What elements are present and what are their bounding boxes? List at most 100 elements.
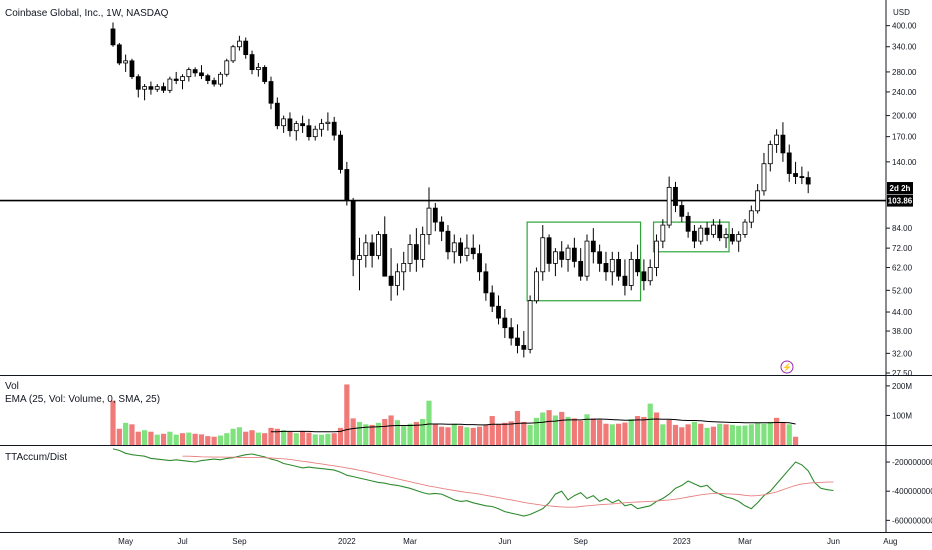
price-tick-label: 38.00 [892, 327, 913, 336]
volume-bar [483, 424, 489, 445]
candle-body [344, 169, 350, 201]
volume-bar [698, 423, 704, 445]
volume-bar [458, 425, 464, 445]
candle-body [679, 205, 685, 217]
volume-bar [142, 430, 148, 445]
volume-bar [432, 424, 438, 445]
volume-bar [755, 422, 761, 445]
candle-body [755, 190, 761, 212]
volume-bar [464, 427, 470, 445]
candle-body [496, 305, 501, 319]
candle-body [451, 242, 457, 253]
candle-body [274, 102, 280, 127]
volume-bar [666, 419, 672, 445]
volume-bar [736, 425, 742, 445]
volume-bar [502, 422, 508, 445]
candle-body [553, 251, 558, 264]
volume-bar [123, 422, 129, 445]
lightning-glyph: ⚡ [782, 362, 792, 372]
volume-bar [388, 415, 394, 445]
candle-body [464, 247, 470, 256]
volume-bar [154, 434, 160, 445]
volume-bar [407, 423, 413, 445]
candle-body [148, 86, 154, 90]
consolidation-box-2[interactable] [652, 221, 730, 253]
volume-bar [489, 416, 495, 445]
volume-bar [521, 421, 527, 445]
candle-body [243, 40, 249, 56]
accum-tick-label: -200000000.00 [892, 458, 932, 467]
volume-bar [243, 431, 249, 445]
volume-bar [249, 430, 255, 445]
volume-bar [552, 415, 558, 445]
accum-pane-title: TTAccum/Dist [5, 452, 68, 463]
candle-body [236, 40, 242, 48]
volume-bar [679, 427, 685, 445]
volume-bar [287, 431, 293, 445]
volume-bar [205, 436, 211, 445]
candle-body [647, 267, 653, 282]
volume-bar [344, 384, 350, 445]
level-flag-label: 103.86 [888, 197, 913, 206]
accum-dist-line [112, 448, 834, 517]
candle-body [534, 271, 539, 302]
volume-bar [774, 417, 780, 445]
volume-bar [281, 430, 287, 445]
candle-body [281, 118, 287, 127]
accum-tick-label: -600000000.00 [892, 516, 932, 525]
volume-bar [717, 423, 723, 445]
volume-bar [135, 431, 141, 445]
volume-bar [224, 433, 230, 445]
volume-bar [401, 425, 407, 445]
price-tick-label: 44.00 [892, 308, 913, 317]
price-tick-label: 27.50 [892, 369, 913, 378]
candle-body [331, 121, 337, 136]
candle-body [382, 234, 388, 277]
volume-bar [192, 433, 198, 445]
candle-body [736, 234, 742, 242]
candle-body [211, 80, 217, 85]
candle-body [698, 227, 704, 242]
volume-bar [761, 423, 767, 445]
volume-bar [578, 420, 584, 445]
price-tick-label: 52.00 [892, 286, 913, 295]
candle-body [729, 234, 735, 242]
candle-body [590, 240, 596, 253]
candle-body [546, 237, 552, 264]
volume-bar [742, 425, 748, 445]
volume-bar [653, 412, 660, 445]
volume-bar [160, 433, 167, 445]
volume-bar [565, 416, 571, 445]
candle-body [154, 86, 160, 90]
currency-label[interactable]: USD [893, 8, 910, 17]
volume-bar [647, 403, 653, 445]
volume-bar [230, 428, 236, 445]
candle-body [603, 263, 609, 273]
time-axis-label: Jun [827, 537, 840, 546]
volume-bar [274, 428, 280, 445]
time-axis-label: Mar [403, 537, 417, 546]
candle-body [180, 76, 185, 81]
candle-body [521, 345, 527, 350]
candle-body [401, 263, 407, 273]
candle-body [717, 224, 723, 239]
lightning-icon[interactable] [780, 360, 794, 374]
candle-body [628, 259, 634, 286]
time-axis-label: Sep [232, 537, 247, 546]
candle-body [224, 60, 230, 75]
candle-body [135, 76, 141, 90]
candle-body [489, 292, 495, 307]
time-axis-label: 2022 [338, 537, 356, 546]
volume-bar [628, 419, 634, 445]
volume-bar [186, 432, 192, 445]
candle-body [666, 186, 672, 226]
consolidation-box-1[interactable] [526, 221, 642, 302]
volume-bar [495, 424, 502, 445]
volume-bar [337, 427, 344, 445]
volume-bar [236, 427, 242, 445]
volume-bar [609, 424, 615, 445]
candle-body [312, 128, 318, 138]
volume-bar [704, 427, 710, 445]
price-tick-label: 32.00 [892, 349, 913, 358]
volume-bar [363, 424, 369, 445]
